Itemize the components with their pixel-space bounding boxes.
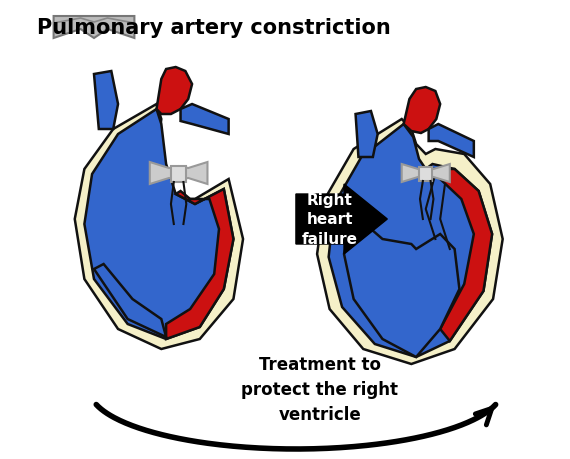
FancyArrow shape bbox=[296, 185, 387, 254]
Text: Pulmonary artery constriction: Pulmonary artery constriction bbox=[37, 18, 391, 38]
Text: Right
heart
failure: Right heart failure bbox=[302, 192, 357, 247]
Polygon shape bbox=[402, 165, 450, 183]
Polygon shape bbox=[84, 110, 234, 339]
Polygon shape bbox=[426, 170, 492, 341]
Text: Treatment to
protect the right
ventricle: Treatment to protect the right ventricle bbox=[242, 355, 398, 423]
Polygon shape bbox=[419, 168, 433, 182]
Polygon shape bbox=[404, 88, 440, 134]
Polygon shape bbox=[75, 105, 243, 349]
Polygon shape bbox=[356, 112, 378, 157]
Polygon shape bbox=[181, 105, 229, 134]
Polygon shape bbox=[94, 72, 118, 130]
Polygon shape bbox=[329, 125, 492, 357]
Polygon shape bbox=[166, 190, 234, 339]
Polygon shape bbox=[344, 214, 459, 357]
Polygon shape bbox=[317, 120, 503, 364]
Polygon shape bbox=[54, 17, 135, 39]
Polygon shape bbox=[94, 264, 166, 337]
Polygon shape bbox=[429, 125, 474, 157]
Polygon shape bbox=[150, 162, 207, 185]
Polygon shape bbox=[171, 167, 186, 183]
Polygon shape bbox=[157, 68, 192, 115]
